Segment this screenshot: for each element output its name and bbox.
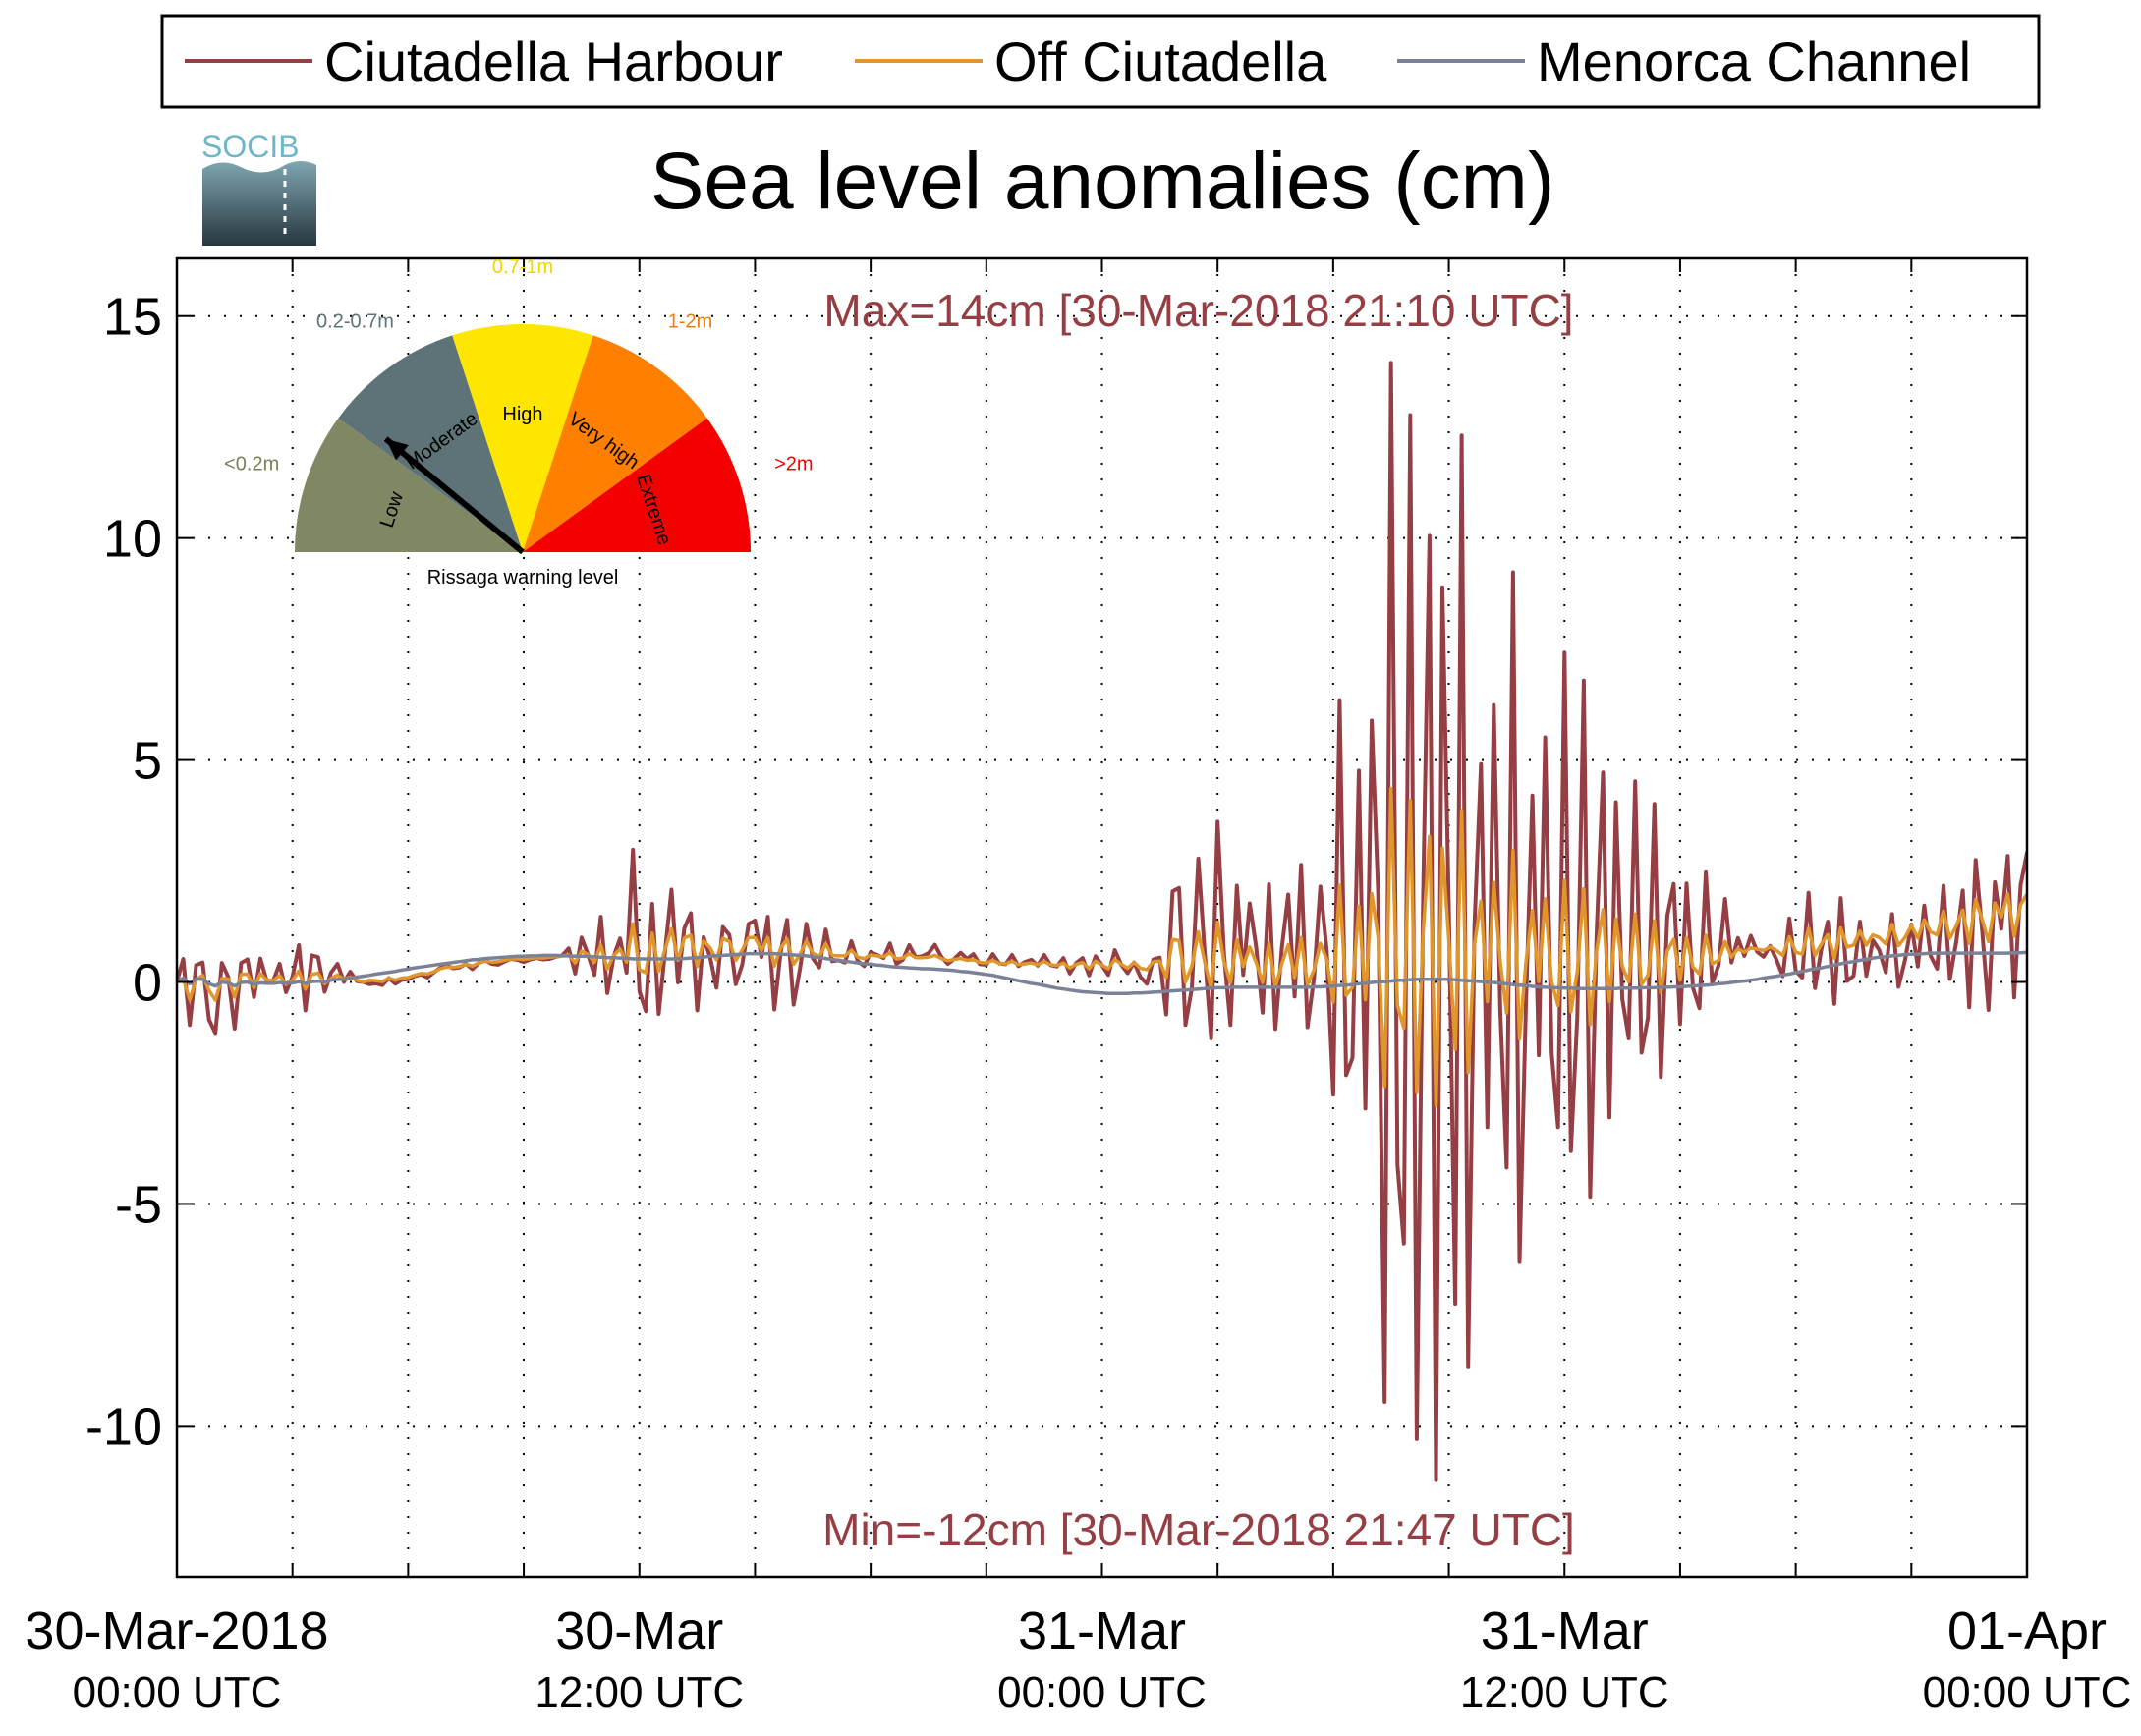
gauge-range-label: 0.2-0.7m [316, 310, 394, 332]
y-tick-label: -5 [115, 1175, 162, 1234]
y-tick-label: 15 [103, 288, 162, 347]
x-tick-label-date: 01-Apr [1947, 1601, 2107, 1660]
socib-logo: SOCIB [201, 129, 316, 246]
x-tick-label-date: 30-Mar-2018 [25, 1601, 328, 1660]
x-tick-label-time: 00:00 UTC [73, 1668, 282, 1716]
gauge-segment [523, 418, 751, 552]
legend-label-menorca-channel: Menorca Channel [1537, 30, 1971, 92]
y-tick-label: -10 [85, 1397, 162, 1456]
gauge-segment [452, 324, 593, 552]
y-tick-label: 0 [133, 954, 162, 1013]
gauge-segment [338, 335, 523, 552]
axis-ticks [177, 258, 2027, 1577]
legend-frame [160, 14, 2041, 109]
gauge-title: Rissaga warning level [427, 567, 619, 588]
gauge-range-label: 0.7-1m [492, 256, 553, 278]
series-line-off-ciutadella [177, 786, 2027, 1108]
gauge-needle [383, 436, 525, 555]
y-tick-labels: -10 -5 0 5 10 15 [85, 288, 162, 1457]
gauge-range-label: <0.2m [224, 453, 279, 475]
gauge-segment-label: High [502, 404, 542, 425]
min-annotation: Min=-12cm [30-Mar-2018 21:47 UTC] [822, 1504, 1575, 1555]
socib-logo-wave [202, 161, 316, 246]
x-tick-label-time: 12:00 UTC [535, 1668, 744, 1716]
socib-logo-text: SOCIB [201, 129, 300, 164]
gauge-segment [295, 418, 523, 552]
y-tick-label: 5 [133, 732, 162, 791]
grid [177, 258, 2027, 1577]
legend: Ciutadella Harbour Off Ciutadella Menorc… [160, 14, 2041, 109]
gauge-segment [523, 335, 707, 552]
series-layer [177, 361, 2027, 1482]
gauge-needle-head [385, 438, 409, 461]
legend-label-ciutadella-harbour: Ciutadella Harbour [324, 30, 783, 92]
x-tick-label-date: 31-Mar [1018, 1601, 1186, 1660]
chart-title: Sea level anomalies (cm) [650, 137, 1555, 226]
series-line-ciutadella-harbour [177, 361, 2027, 1482]
x-tick-labels: 30-Mar-2018 00:00 UTC 30-Mar 12:00 UTC 31-Ma… [25, 1601, 2131, 1716]
gauge-range-label: >2m [774, 453, 813, 475]
series-line-menorca-channel [177, 950, 2027, 996]
gauge-range-label: 1-2m [668, 310, 713, 332]
max-annotation: Max=14cm [30-Mar-2018 21:10 UTC] [823, 285, 1573, 336]
legend-label-off-ciutadella: Off Ciutadella [994, 30, 1327, 92]
x-tick-label-time: 12:00 UTC [1460, 1668, 1669, 1716]
y-tick-label: 10 [103, 510, 162, 569]
x-tick-label-date: 31-Mar [1481, 1601, 1649, 1660]
x-tick-label-date: 30-Mar [555, 1601, 723, 1660]
x-tick-label-time: 00:00 UTC [997, 1668, 1207, 1716]
x-tick-label-time: 00:00 UTC [1923, 1668, 2132, 1716]
